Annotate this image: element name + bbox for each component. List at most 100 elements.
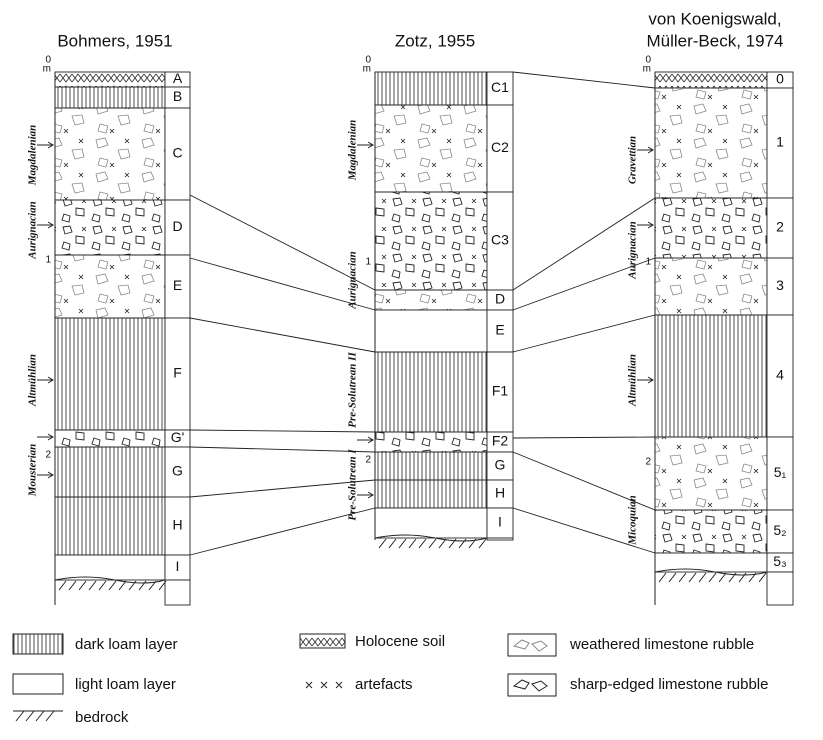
layer xyxy=(375,452,487,480)
label-cell xyxy=(767,572,793,605)
scale-label: m xyxy=(43,64,51,75)
layer xyxy=(375,72,487,105)
column-title: Bohmers, 1951 xyxy=(57,31,172,50)
layer-label: H xyxy=(495,485,505,501)
correlation-line xyxy=(513,72,655,88)
arrow xyxy=(637,222,653,228)
label-cell xyxy=(487,538,513,540)
legend-label: light loam layer xyxy=(75,676,176,693)
scale-label: 2 xyxy=(645,457,651,468)
stratigraphy-diagram: dark loam layer Holocene soil weathered … xyxy=(0,0,823,735)
layer-label: 5₃ xyxy=(773,553,787,569)
correlation-line xyxy=(190,318,375,352)
layer-label: C xyxy=(172,145,182,161)
layer xyxy=(655,88,767,198)
layer xyxy=(55,108,165,200)
layer-label: 5₁ xyxy=(774,464,787,480)
layer xyxy=(55,555,165,580)
layer-label: I xyxy=(176,558,180,574)
layer xyxy=(375,290,487,310)
legend-swatch xyxy=(508,634,556,656)
layer xyxy=(655,258,767,315)
scale-label: 1 xyxy=(45,255,51,266)
layer xyxy=(55,72,165,87)
layer-label: D xyxy=(172,218,182,234)
layer xyxy=(375,432,487,452)
culture-label: Pre-Solutrean II xyxy=(347,352,359,428)
culture-label: Altmühlian xyxy=(27,354,39,407)
layer-label: 3 xyxy=(776,277,784,293)
legend-label: dark loam layer xyxy=(75,636,178,653)
layer-label: C2 xyxy=(491,139,509,155)
scale-label: m xyxy=(643,64,651,75)
layer xyxy=(375,192,487,290)
scale-label: 1 xyxy=(645,257,651,268)
arrow xyxy=(357,492,373,498)
layer xyxy=(655,510,767,553)
layer-label: 4 xyxy=(776,367,784,383)
correlation-line xyxy=(513,437,655,438)
legend-label: weathered limestone rubble xyxy=(569,636,754,653)
column-title: von Koenigswald, xyxy=(648,9,781,28)
layer-label: A xyxy=(173,70,183,86)
layer-label: 0 xyxy=(776,71,784,87)
layer-label: 1 xyxy=(776,134,784,150)
layer xyxy=(55,430,165,447)
layer xyxy=(375,508,487,538)
legend-label: bedrock xyxy=(75,709,129,726)
culture-label: Gravettian xyxy=(627,136,639,184)
layer-label: F1 xyxy=(492,383,509,399)
legend-swatch xyxy=(13,674,63,694)
layer xyxy=(55,255,165,318)
layer xyxy=(655,198,767,258)
column-title: Zotz, 1955 xyxy=(395,31,475,50)
legend-swatch xyxy=(13,634,63,654)
culture-label: Pre-Solutrean I xyxy=(347,449,359,521)
layer xyxy=(55,447,165,497)
legend-swatch xyxy=(13,711,63,721)
layer-label: F xyxy=(173,365,182,381)
culture-label: Aurignacian xyxy=(347,251,359,309)
arrow xyxy=(37,377,53,383)
layer-label: B xyxy=(173,88,182,104)
layer-label: 5₂ xyxy=(773,522,786,538)
arrow xyxy=(37,472,53,478)
layer xyxy=(55,87,165,108)
culture-label: Micoquian xyxy=(627,495,639,546)
correlation-line xyxy=(513,315,655,352)
arrow xyxy=(37,222,53,228)
layer-label: C3 xyxy=(491,232,509,248)
legend-label: artefacts xyxy=(355,676,413,693)
layer xyxy=(655,72,767,88)
layer xyxy=(55,318,165,430)
layer xyxy=(375,352,487,432)
scale-label: 2 xyxy=(45,450,51,461)
arrow xyxy=(37,142,53,148)
legend: dark loam layer Holocene soil weathered … xyxy=(13,633,768,726)
layer xyxy=(375,310,487,352)
scale-label: 1 xyxy=(365,257,371,268)
culture-label: Mousterian xyxy=(27,444,39,498)
layer-label: H xyxy=(172,517,182,533)
legend-label: sharp-edged limestone rubble xyxy=(570,676,768,693)
culture-label: Magdalenian xyxy=(347,120,359,182)
legend-swatch xyxy=(300,634,345,648)
layer-label: C1 xyxy=(491,79,509,95)
scale-label: 2 xyxy=(365,455,371,466)
culture-label: Altmühlian xyxy=(627,354,639,407)
layer xyxy=(655,315,767,437)
legend-label: Holocene soil xyxy=(355,633,445,650)
layer-label: D xyxy=(495,291,505,307)
layer-label: G xyxy=(172,463,183,479)
correlation-line xyxy=(190,430,375,432)
layer-label: G' xyxy=(171,429,185,445)
label-cell xyxy=(165,580,190,605)
arrow xyxy=(37,434,53,440)
arrow xyxy=(637,377,653,383)
culture-label: Aurignacian xyxy=(627,221,639,279)
layer-label: I xyxy=(498,514,502,530)
layer-label: E xyxy=(173,277,182,293)
scale-label: m xyxy=(363,64,371,75)
culture-label: Magdalenian xyxy=(27,125,39,187)
arrow xyxy=(357,142,373,148)
